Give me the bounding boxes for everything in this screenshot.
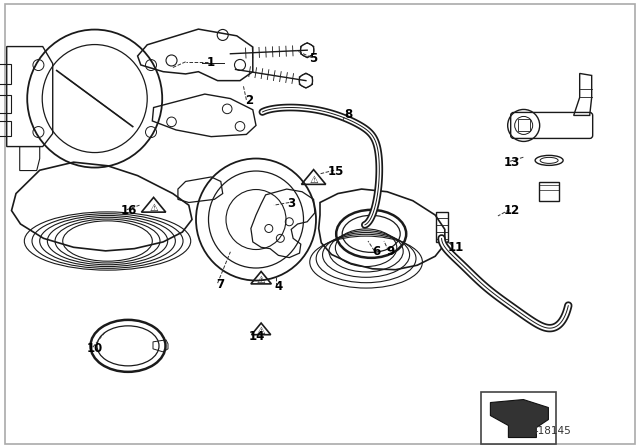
Text: 4: 4 [275, 280, 282, 293]
Text: 13: 13 [504, 155, 520, 169]
Text: 14: 14 [249, 330, 266, 344]
Text: 6: 6 [372, 245, 380, 258]
Text: 16: 16 [121, 204, 138, 217]
Text: ⚠: ⚠ [309, 175, 318, 185]
Text: 2: 2 [246, 94, 253, 108]
Text: 12: 12 [504, 204, 520, 217]
Text: 11: 11 [447, 241, 464, 254]
Text: 10: 10 [86, 342, 103, 355]
Text: 3: 3 [287, 197, 295, 211]
Text: 8: 8 [345, 108, 353, 121]
Text: 5: 5 [310, 52, 317, 65]
Text: 1: 1 [207, 56, 215, 69]
Polygon shape [490, 400, 548, 438]
FancyBboxPatch shape [481, 392, 556, 444]
Text: 9: 9 [387, 245, 394, 258]
Text: ⚠: ⚠ [257, 326, 266, 336]
Text: ⚠: ⚠ [149, 202, 158, 213]
Text: ⚠: ⚠ [257, 275, 266, 285]
Text: 15: 15 [328, 164, 344, 178]
Text: 7: 7 [217, 278, 225, 291]
Text: 418145: 418145 [532, 426, 572, 436]
